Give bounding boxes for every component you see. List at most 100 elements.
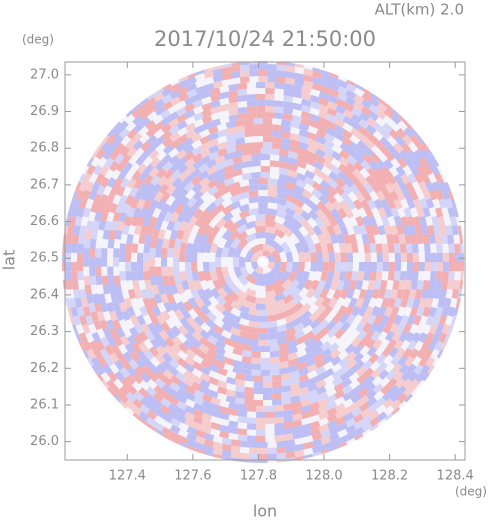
field-cell (260, 165, 271, 173)
field-cell (199, 135, 211, 145)
field-cell (163, 211, 173, 223)
field-cell (307, 389, 319, 399)
field-cell (137, 271, 145, 281)
field-cell (283, 89, 294, 97)
field-cell (406, 198, 416, 210)
field-cell (332, 224, 342, 236)
field-cell (212, 68, 223, 77)
field-cell (273, 270, 285, 282)
field-cell (383, 158, 394, 170)
field-cell (368, 111, 379, 122)
field-cell (301, 423, 312, 432)
field-cell (316, 200, 328, 212)
field-cell (102, 229, 111, 240)
field-cell (379, 136, 391, 148)
field-cell (227, 246, 236, 258)
field-cell (81, 323, 91, 335)
field-cell (203, 288, 214, 300)
field-cell (61, 262, 66, 272)
field-cell (169, 424, 181, 435)
field-cell (145, 416, 157, 427)
field-cell (344, 305, 354, 317)
field-cell (357, 380, 369, 392)
field-cell (425, 331, 435, 343)
field-cell (293, 329, 305, 340)
field-cell (372, 383, 384, 394)
field-cell (320, 270, 329, 282)
field-cell (293, 322, 305, 333)
field-cell (160, 257, 168, 267)
field-cell (391, 331, 402, 342)
field-cell (195, 85, 206, 95)
field-cell (406, 262, 413, 272)
field-cell (65, 243, 72, 253)
field-cell (269, 368, 280, 376)
field-cell (291, 115, 303, 123)
field-cell (170, 229, 179, 240)
field-cell (278, 167, 289, 176)
field-cell (396, 224, 405, 236)
field-cell (202, 262, 210, 272)
field-cell (179, 220, 189, 232)
field-cell (396, 385, 407, 397)
field-cell (174, 238, 182, 249)
field-cell (349, 127, 361, 138)
field-cell (304, 156, 316, 167)
field-cell (113, 275, 121, 286)
field-cell (377, 288, 386, 300)
field-cell (360, 313, 370, 325)
field-cell (146, 134, 158, 146)
field-cell (328, 342, 340, 353)
field-cell (176, 357, 188, 368)
field-cell (184, 355, 196, 367)
field-cell (402, 378, 413, 390)
field-cell (303, 279, 314, 291)
field-cell (285, 65, 296, 73)
field-cell (152, 330, 163, 342)
field-cell (287, 163, 299, 172)
field-cell (143, 349, 155, 361)
field-cell (170, 169, 182, 181)
field-cell (395, 347, 406, 359)
field-cell (304, 170, 316, 180)
field-cell (186, 196, 197, 208)
field-cell (155, 247, 162, 258)
field-cell (331, 200, 343, 212)
field-cell (382, 390, 393, 402)
field-cell (309, 401, 320, 411)
field-cell (86, 157, 94, 167)
field-cell (263, 117, 273, 125)
field-cell (365, 382, 376, 393)
field-cell (293, 191, 305, 202)
field-cell (300, 398, 312, 407)
field-cell (276, 440, 287, 448)
field-cell (334, 328, 345, 340)
field-cell (345, 83, 357, 93)
field-cell (267, 184, 278, 192)
field-cell (183, 376, 194, 387)
field-cell (190, 345, 202, 356)
field-cell (343, 411, 355, 422)
field-cell (185, 324, 196, 335)
field-cell (383, 108, 395, 119)
field-cell (177, 324, 189, 336)
field-cell (293, 315, 305, 326)
field-cell (137, 262, 144, 272)
field-cell (230, 65, 241, 73)
field-cell (253, 117, 263, 125)
field-cell (406, 314, 416, 326)
field-cell (372, 174, 383, 186)
field-cell (253, 399, 263, 407)
field-cell (162, 161, 173, 172)
field-cell (125, 194, 135, 206)
field-cell (393, 297, 403, 309)
field-cell (117, 169, 128, 181)
field-cell (298, 129, 310, 138)
field-cell (69, 199, 75, 209)
field-cell (269, 344, 280, 352)
field-cell (212, 80, 223, 89)
field-cell (398, 363, 410, 375)
field-cell (92, 220, 100, 231)
field-cell (228, 408, 239, 416)
field-cell (132, 115, 144, 126)
